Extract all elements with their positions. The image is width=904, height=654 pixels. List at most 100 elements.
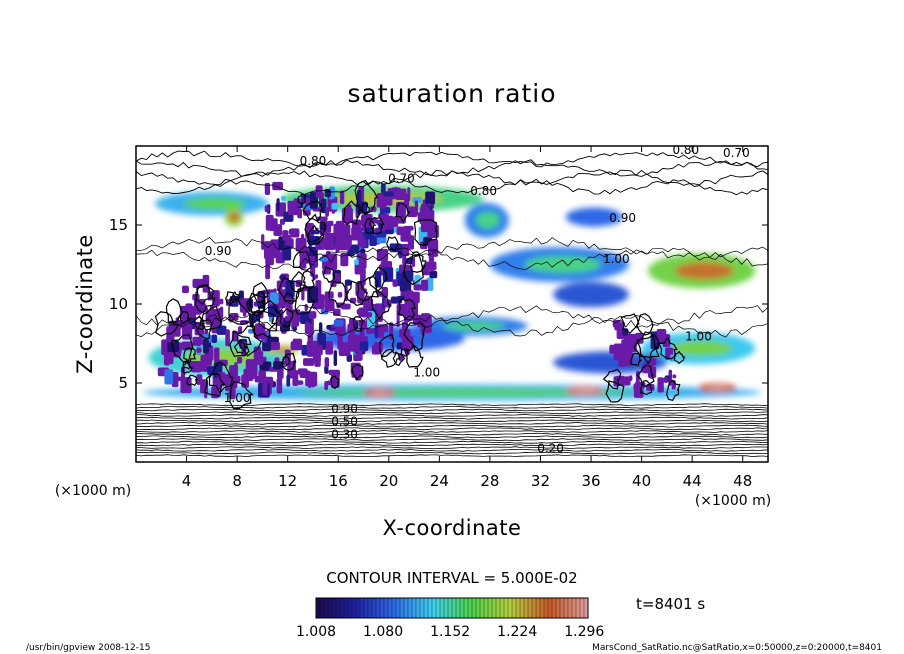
contour-loop <box>404 344 424 368</box>
cloud-cell <box>171 372 179 388</box>
contour-line <box>136 432 768 436</box>
contour-loop <box>403 322 426 352</box>
colorbar-cell <box>560 598 565 618</box>
contour-line <box>136 305 768 329</box>
cloud-cell <box>315 185 323 198</box>
colorbar-cell <box>404 598 409 618</box>
colorbar-cell <box>556 598 561 618</box>
colorbar-cell <box>476 598 481 618</box>
contour-loop <box>290 270 306 293</box>
colorbar-cell <box>564 598 569 618</box>
cloud-cell <box>428 255 435 262</box>
contour-loop <box>182 358 191 370</box>
contour-line <box>136 419 768 423</box>
contour-loop <box>154 311 180 337</box>
contour-line <box>136 246 768 270</box>
colorbar-cell <box>492 598 497 618</box>
contour-label: 0.50 <box>331 415 358 429</box>
shaded-region <box>553 351 667 374</box>
contour-loop <box>292 250 312 271</box>
cloud-cell <box>319 295 328 301</box>
contour-loop <box>258 299 282 332</box>
cloud-cell <box>414 200 419 216</box>
x-tick-label: 48 <box>733 472 752 490</box>
cloud-cell <box>358 307 368 318</box>
cloud-cell <box>293 198 302 207</box>
contour-loop <box>666 379 681 401</box>
colorbar-cell <box>528 598 533 618</box>
cloud-cell <box>181 285 189 294</box>
contour-loop <box>403 254 424 286</box>
cloud-cell <box>346 354 352 362</box>
cloud-cell <box>181 366 186 384</box>
cloud-cell <box>350 244 360 254</box>
cloud-cell <box>402 248 407 265</box>
cloud-cell <box>290 341 302 351</box>
contour-loop <box>352 316 364 332</box>
colorbar-cell <box>412 598 417 618</box>
cloud-cell <box>285 234 291 248</box>
cloud-cell <box>374 342 383 353</box>
cloud-cell <box>430 261 434 272</box>
cloud-cell <box>212 290 220 307</box>
contour-label: 0.20 <box>537 442 564 456</box>
colorbar-cell <box>328 598 333 618</box>
colorbar-cell <box>472 598 477 618</box>
contour-loop <box>630 352 643 367</box>
cloud-cell <box>412 196 423 203</box>
colorbar-cell <box>496 598 501 618</box>
colorbar-cell <box>468 598 473 618</box>
cloud-cell <box>325 341 334 355</box>
contour-loop <box>194 315 206 331</box>
cloud-cell <box>374 325 378 339</box>
colorbar-cell <box>480 598 485 618</box>
shaded-region <box>565 207 623 227</box>
cloud-cell <box>382 267 394 282</box>
cloud-cell <box>628 375 633 382</box>
cloud-cell <box>254 323 266 339</box>
contour-loop <box>236 325 263 357</box>
contour-label: 0.90 <box>609 211 636 225</box>
x-tick-label: 40 <box>632 472 651 490</box>
colorbar-cell <box>392 598 397 618</box>
contour-line <box>136 443 768 447</box>
shaded-region-core <box>670 340 733 357</box>
contour-line <box>136 237 768 261</box>
contour-loop <box>620 313 640 335</box>
contour-loop <box>356 275 379 302</box>
shaded-region-core <box>229 212 240 222</box>
colorbar-cell <box>464 598 469 618</box>
cloud-cell <box>258 370 266 380</box>
contour-loop <box>182 361 194 375</box>
cloud-cell <box>261 234 265 250</box>
colorbar-cell <box>456 598 461 618</box>
cloud-cell <box>419 206 430 225</box>
contour-line <box>136 430 768 433</box>
cloud-cell <box>225 329 230 347</box>
contour-label: 0.80 <box>672 143 699 157</box>
cloud-cell <box>299 370 311 378</box>
cloud-cell <box>422 264 430 276</box>
cloud-cell <box>288 228 300 235</box>
cloud-cell <box>339 238 351 251</box>
colorbar-cell <box>540 598 545 618</box>
shaded-region-core <box>475 211 501 229</box>
contour-loop <box>364 217 377 235</box>
cloud-cell <box>421 279 429 291</box>
cloud-cell <box>306 340 319 357</box>
cloud-cell <box>380 183 386 194</box>
cloud-cell <box>339 190 345 205</box>
cloud-cell <box>617 353 629 360</box>
cloud-cell <box>286 374 291 387</box>
cloud-cell <box>292 360 296 377</box>
x-tick-label: 12 <box>278 472 297 490</box>
cloud-column <box>609 319 646 398</box>
x-tick-label: 16 <box>329 472 348 490</box>
footer-left: /usr/bin/gpview 2008-12-15 <box>26 643 150 653</box>
cloud-cell <box>269 246 279 259</box>
colorbar-cell <box>376 598 381 618</box>
cloud-cell <box>262 381 268 396</box>
colorbar-cell <box>396 598 401 618</box>
contour-label: 1.00 <box>224 391 251 405</box>
cloud-cell <box>621 339 631 353</box>
